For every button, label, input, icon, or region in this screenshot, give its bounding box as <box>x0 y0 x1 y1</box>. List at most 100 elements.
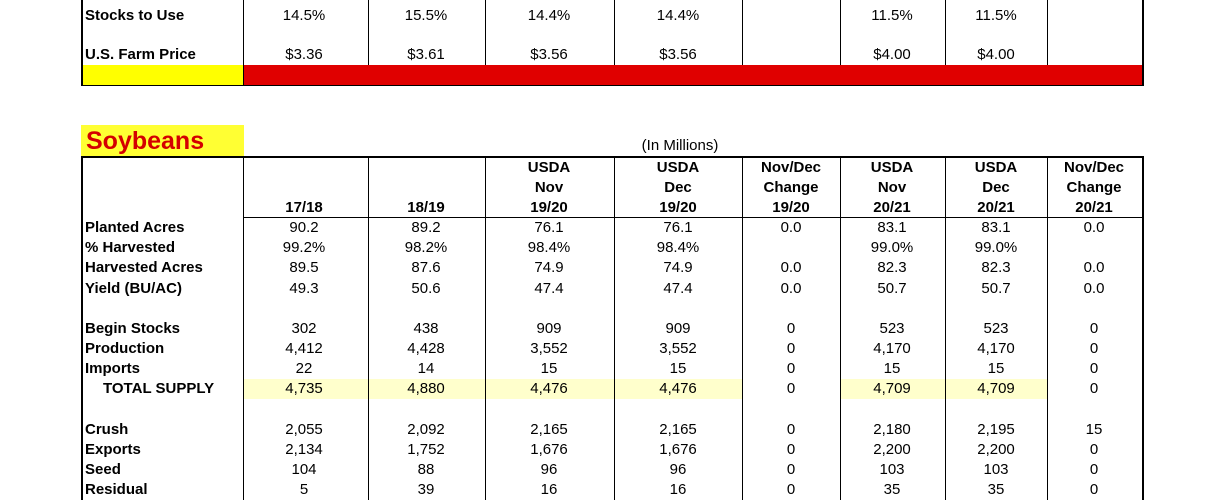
table-cell: 0.0 <box>780 259 802 276</box>
table-cell: 98.2% <box>404 239 448 256</box>
table-cell: 22 <box>295 360 313 377</box>
table-cell: 0.0 <box>1083 259 1105 276</box>
table-cell: 4,170 <box>977 340 1015 357</box>
column-header: 19/20 <box>659 199 697 216</box>
table-cell: 99.0% <box>870 239 914 256</box>
table-cell: 98.4% <box>527 239 571 256</box>
table-cell: 90.2 <box>289 219 319 236</box>
table-cell: 0 <box>786 421 796 438</box>
table-cell: 50.7 <box>877 280 907 297</box>
table-cell: 15 <box>1085 421 1103 438</box>
table-cell: 82.3 <box>877 259 907 276</box>
table-cell: 523 <box>983 320 1009 337</box>
table-cell: 4,476 <box>659 380 697 397</box>
table-cell: 89.2 <box>411 219 441 236</box>
table-cell: 2,092 <box>407 421 445 438</box>
column-header: Dec <box>664 179 692 196</box>
row-label: U.S. Farm Price <box>85 46 196 63</box>
column-header: Change <box>763 179 819 196</box>
units-note: (In Millions) <box>641 137 719 154</box>
row-label: Harvested Acres <box>85 259 203 276</box>
column-header: 20/21 <box>1075 199 1113 216</box>
table-cell: 2,195 <box>977 421 1015 438</box>
column-header: Nov/Dec <box>1063 159 1125 176</box>
table-cell: 50.7 <box>981 280 1011 297</box>
row-label: Residual <box>85 481 148 498</box>
table-cell: 99.2% <box>282 239 326 256</box>
table-cell: 4,709 <box>977 380 1015 397</box>
table-cell: 0.0 <box>780 280 802 297</box>
table-cell: 96 <box>540 461 558 478</box>
table-cell: 14 <box>417 360 435 377</box>
table-cell: 76.1 <box>663 219 693 236</box>
table-cell: 4,709 <box>873 380 911 397</box>
table-cell: 103 <box>983 461 1009 478</box>
table-cell: 14.4% <box>527 7 571 24</box>
column-header: Dec <box>982 179 1010 196</box>
table-cell: 83.1 <box>877 219 907 236</box>
red-separator-bar <box>244 65 1143 85</box>
table-cell: 523 <box>879 320 905 337</box>
table-cell: 82.3 <box>981 259 1011 276</box>
table-cell: 0.0 <box>780 219 802 236</box>
column-header: USDA <box>527 159 571 176</box>
table-cell: 88 <box>417 461 435 478</box>
total-supply-highlight-right <box>840 379 1047 399</box>
column-header: 20/21 <box>977 199 1015 216</box>
table-cell: $3.36 <box>285 46 323 63</box>
table-cell: 14.5% <box>282 7 326 24</box>
table-cell: 47.4 <box>663 280 693 297</box>
table-cell: 39 <box>417 481 435 498</box>
row-label: Stocks to Use <box>85 7 185 24</box>
table-cell: 2,165 <box>659 421 697 438</box>
table-cell: 11.5% <box>975 7 1017 24</box>
table-cell: 2,055 <box>285 421 323 438</box>
row-label: Production <box>85 340 165 357</box>
table-cell: 0 <box>786 481 796 498</box>
table-cell: 4,170 <box>873 340 911 357</box>
table-cell: 104 <box>291 461 317 478</box>
table-cell: 16 <box>669 481 687 498</box>
table-cell: 0 <box>786 461 796 478</box>
table-cell: 96 <box>669 461 687 478</box>
table-cell: 909 <box>665 320 691 337</box>
table-cell: 15 <box>883 360 901 377</box>
column-header: USDA <box>870 159 914 176</box>
table-cell: 0.0 <box>1083 219 1105 236</box>
column-header: Nov <box>877 179 907 196</box>
table-cell: 98.4% <box>656 239 700 256</box>
column-header: Nov <box>534 179 564 196</box>
table-cell: 0 <box>1089 360 1099 377</box>
column-header: 19/20 <box>772 199 810 216</box>
table-cell: 909 <box>536 320 562 337</box>
table-cell: 103 <box>879 461 905 478</box>
table-cell: 87.6 <box>411 259 441 276</box>
table-cell: 2,134 <box>285 441 323 458</box>
table-cell: 5 <box>299 481 309 498</box>
table-cell: 4,735 <box>285 380 323 397</box>
row-label: Seed <box>85 461 121 478</box>
table-cell: 50.6 <box>411 280 441 297</box>
table-cell: 99.0% <box>974 239 1018 256</box>
table-cell: 74.9 <box>534 259 564 276</box>
table-cell: 0 <box>1089 340 1099 357</box>
table-cell: 76.1 <box>534 219 564 236</box>
table-cell: 3,552 <box>530 340 568 357</box>
column-header: USDA <box>656 159 700 176</box>
column-header: 17/18 <box>285 199 323 216</box>
row-label: Imports <box>85 360 141 377</box>
table-cell: 15 <box>669 360 687 377</box>
row-label: % Harvested <box>85 239 176 256</box>
soybeans-title-highlight <box>81 125 244 157</box>
table-cell: 0 <box>1089 441 1099 458</box>
table-cell: $3.61 <box>407 46 445 63</box>
column-header: 19/20 <box>530 199 568 216</box>
table-cell: 2,165 <box>530 421 568 438</box>
column-header: USDA <box>974 159 1018 176</box>
row-label: Yield (BU/AC) <box>85 280 182 297</box>
table-cell: $4.00 <box>977 46 1015 63</box>
table-cell: 0 <box>786 340 796 357</box>
table-cell: 47.4 <box>534 280 564 297</box>
table-cell: 35 <box>883 481 901 498</box>
table-cell: 2,200 <box>873 441 911 458</box>
